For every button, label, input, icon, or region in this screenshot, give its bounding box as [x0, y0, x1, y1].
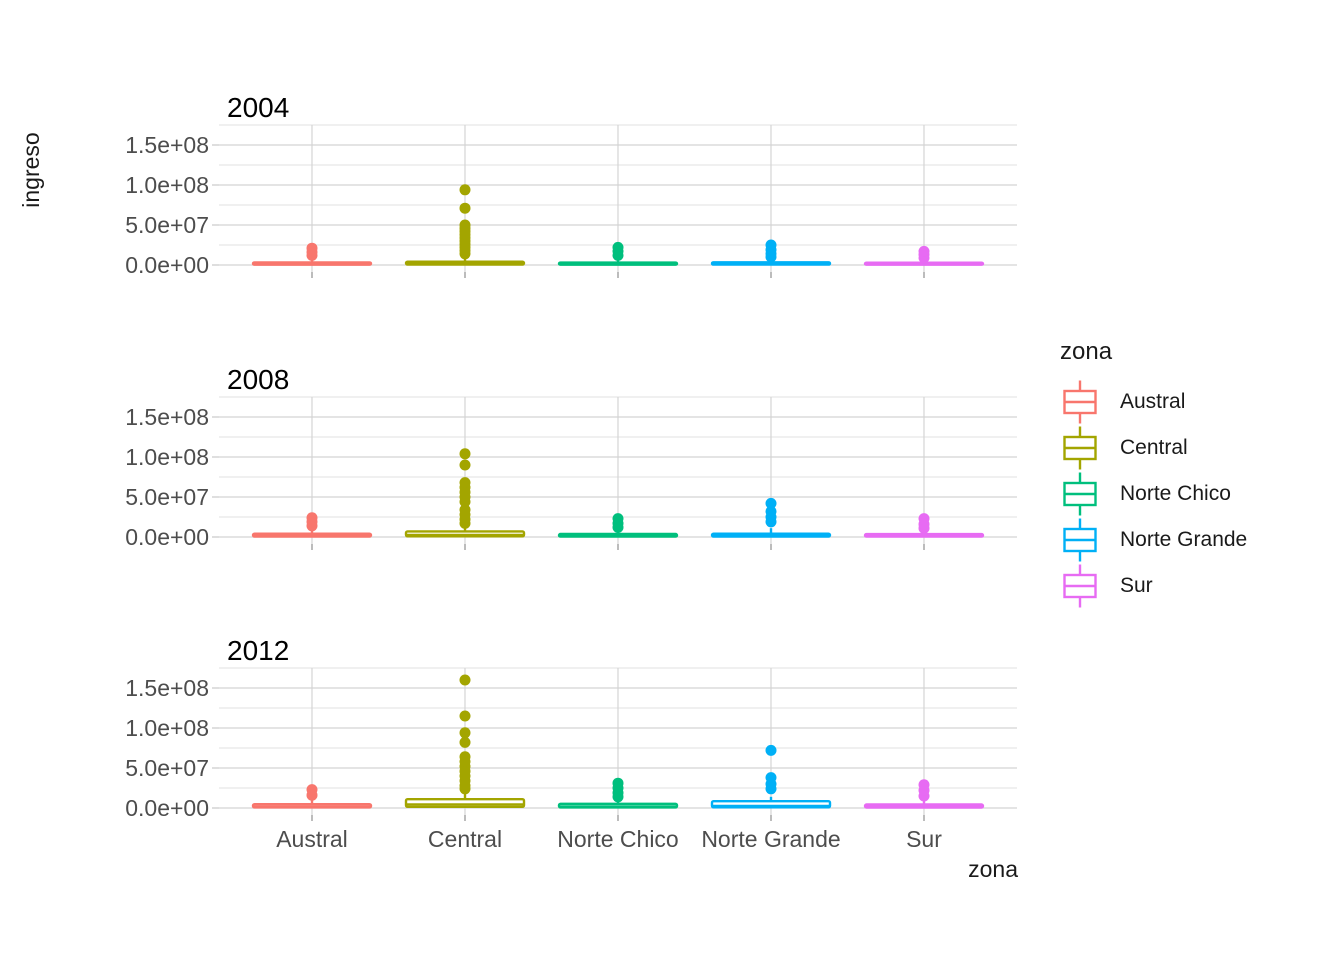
outlier-point: [459, 477, 471, 489]
outlier-point: [306, 512, 318, 524]
y-tick-label: 1.5e+08: [125, 675, 209, 701]
boxplot-austral-2012: [251, 784, 373, 809]
y-tick-label: 1.0e+08: [125, 715, 209, 741]
panel-plot-area-2012: [212, 667, 1017, 821]
boxplot-norte-grande-2008: [710, 497, 832, 538]
y-tick-label: 1.0e+08: [125, 444, 209, 470]
y-tick-label: 0.0e+00: [125, 795, 209, 821]
y-tick-label: 0.0e+00: [125, 524, 209, 550]
panel-plot-area-2008: [212, 396, 1017, 550]
outlier-point: [918, 245, 930, 257]
outlier-point: [765, 505, 777, 517]
legend-label-austral: Austral: [1120, 390, 1186, 413]
outlier-point: [459, 674, 471, 686]
y-tick-label: 0.0e+00: [125, 252, 209, 278]
outlier-point: [612, 777, 624, 789]
outlier-point: [459, 202, 471, 214]
boxplot-norte-chico-2004: [557, 241, 679, 266]
outlier-point: [765, 239, 777, 251]
y-tick-label: 1.0e+08: [125, 172, 209, 198]
box: [404, 797, 526, 808]
boxplot-sur-2012: [863, 779, 985, 809]
legend-title: zona: [1060, 338, 1113, 365]
outlier-point: [765, 744, 777, 756]
x-tick-label-sur: Sur: [906, 826, 942, 852]
y-tick-label: 1.5e+08: [125, 404, 209, 430]
y-axis-title: ingreso: [18, 132, 44, 208]
boxplot-central-2008: [404, 448, 526, 538]
boxplot-norte-chico-2008: [557, 513, 679, 538]
facet-title-2008: 2008: [227, 364, 290, 395]
outlier-point: [459, 219, 471, 231]
legend-label-sur: Sur: [1120, 574, 1153, 597]
outlier-point: [306, 784, 318, 796]
y-tick-label: 5.0e+07: [125, 484, 209, 510]
outlier-point: [918, 513, 930, 525]
x-tick-label-norte-grande: Norte Grande: [701, 826, 841, 852]
legend-label-norte-chico: Norte Chico: [1120, 482, 1231, 505]
outlier-point: [459, 448, 471, 460]
boxplot-sur-2008: [863, 513, 985, 538]
outlier-point: [459, 504, 471, 516]
boxplot-central-2012: [404, 674, 526, 808]
boxplot-sur-2004: [863, 245, 985, 266]
y-tick-label: 1.5e+08: [125, 132, 209, 158]
outlier-point: [459, 751, 471, 763]
x-tick-label-austral: Austral: [276, 826, 348, 852]
legend-key-norte-grande: [1063, 518, 1097, 562]
legend-label-central: Central: [1120, 436, 1188, 459]
boxplot-norte-grande-2004: [710, 239, 832, 266]
facet-title-2012: 2012: [227, 635, 290, 666]
outlier-point: [765, 772, 777, 784]
legend-key-sur: [1063, 564, 1097, 608]
outlier-point: [306, 242, 318, 254]
y-tick-label: 5.0e+07: [125, 212, 209, 238]
outlier-point: [612, 241, 624, 253]
y-tick-label: 5.0e+07: [125, 755, 209, 781]
outlier-point: [459, 459, 471, 471]
facet-title-2004: 2004: [227, 92, 290, 123]
outlier-point: [459, 736, 471, 748]
boxplot-norte-chico-2012: [557, 777, 679, 809]
outlier-point: [459, 184, 471, 196]
panel-plot-area-2004: [212, 124, 1017, 278]
x-tick-label-central: Central: [427, 826, 503, 852]
legend-key-central: [1063, 426, 1097, 470]
outlier-point: [918, 779, 930, 791]
legend-key-norte-chico: [1063, 472, 1097, 516]
legend-key-austral: [1063, 380, 1097, 424]
outlier-point: [765, 497, 777, 509]
legend-label-norte-grande: Norte Grande: [1120, 528, 1248, 551]
outlier-point: [612, 513, 624, 525]
outlier-point: [459, 727, 471, 739]
boxplot-central-2004: [404, 184, 526, 266]
boxplot-austral-2004: [251, 242, 373, 266]
boxplot-norte-grande-2012: [710, 744, 832, 809]
x-tick-label-norte-chico: Norte Chico: [557, 826, 679, 852]
x-axis-title: zona: [968, 856, 1018, 882]
boxplot-austral-2008: [251, 512, 373, 538]
outlier-point: [459, 710, 471, 722]
